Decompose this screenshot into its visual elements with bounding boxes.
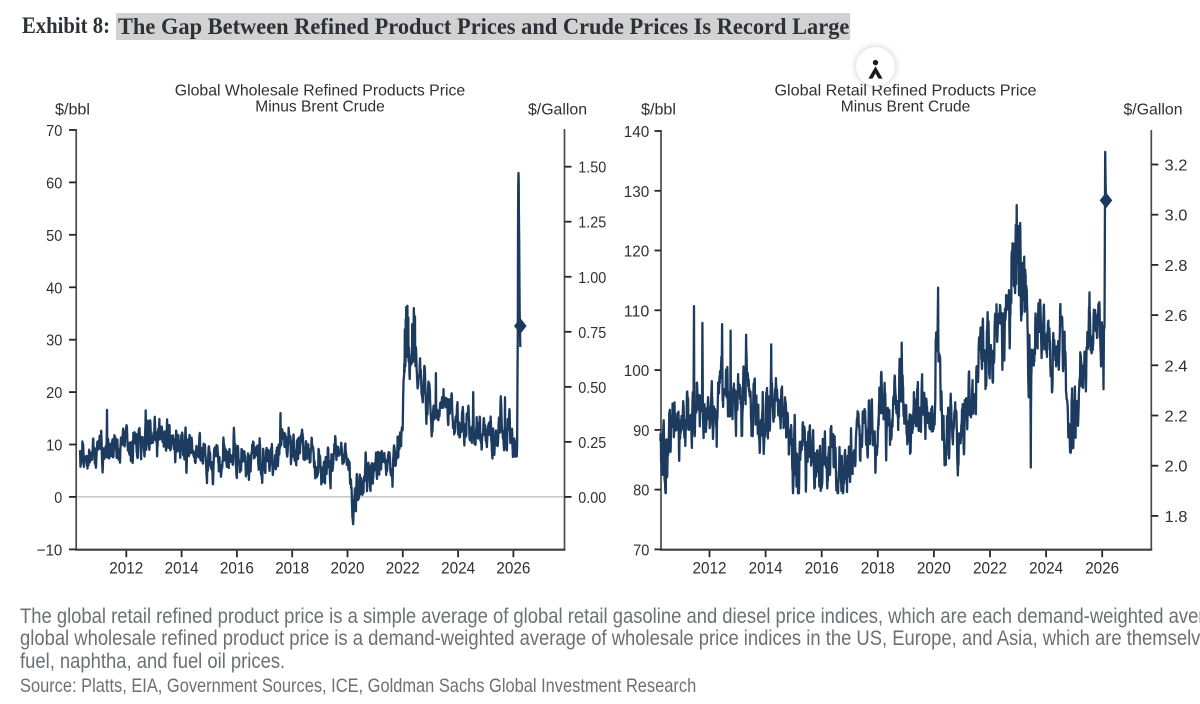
svg-text:2026: 2026 [496,559,530,578]
svg-text:2014: 2014 [749,559,783,578]
svg-text:40: 40 [46,280,62,297]
svg-text:$/bbl: $/bbl [641,102,676,119]
svg-text:2.6: 2.6 [1165,308,1188,325]
svg-text:1.50: 1.50 [578,160,606,177]
svg-text:2.0: 2.0 [1165,459,1188,476]
svg-text:100: 100 [624,363,650,380]
svg-text:$/Gallon: $/Gallon [528,102,587,119]
svg-text:2020: 2020 [331,559,365,578]
svg-text:120: 120 [624,244,650,261]
svg-text:0.00: 0.00 [578,490,606,507]
svg-text:90: 90 [633,423,649,440]
svg-text:Global Retail Refined Products: Global Retail Refined Products Price [775,83,1037,100]
svg-text:1.00: 1.00 [578,270,606,287]
svg-text:$/bbl: $/bbl [55,102,90,119]
svg-text:130: 130 [624,184,650,201]
svg-text:1.8: 1.8 [1165,509,1188,526]
svg-text:1.25: 1.25 [578,215,606,232]
svg-text:2.2: 2.2 [1165,409,1188,426]
svg-text:Minus Brent Crude: Minus Brent Crude [255,99,385,116]
svg-text:140: 140 [624,124,650,141]
svg-text:80: 80 [633,483,649,500]
svg-text:110: 110 [624,303,650,320]
svg-text:Global Wholesale Refined Produ: Global Wholesale Refined Products Price [175,83,466,100]
svg-text:2018: 2018 [275,559,309,578]
svg-text:2014: 2014 [165,559,199,578]
svg-text:2016: 2016 [805,559,839,578]
svg-text:70: 70 [633,542,649,559]
svg-text:2.4: 2.4 [1165,358,1188,375]
svg-text:20: 20 [46,385,62,402]
svg-text:2024: 2024 [441,559,475,578]
svg-text:0: 0 [54,490,62,507]
svg-text:3.0: 3.0 [1165,208,1188,225]
svg-text:2020: 2020 [917,559,951,578]
svg-text:0.50: 0.50 [578,380,606,397]
svg-text:2022: 2022 [973,559,1007,578]
svg-text:2022: 2022 [386,559,420,578]
svg-text:30: 30 [46,333,62,350]
svg-text:2026: 2026 [1085,559,1119,578]
svg-text:2012: 2012 [109,559,143,578]
svg-text:10: 10 [46,438,62,455]
svg-text:2018: 2018 [861,559,895,578]
svg-text:50: 50 [46,228,62,245]
svg-text:2016: 2016 [220,559,254,578]
svg-text:2012: 2012 [693,559,727,578]
svg-text:Minus Brent Crude: Minus Brent Crude [841,99,971,116]
svg-text:$/Gallon: $/Gallon [1124,102,1183,119]
svg-text:0.75: 0.75 [578,325,606,342]
svg-text:2024: 2024 [1029,559,1063,578]
svg-text:0.25: 0.25 [578,435,606,452]
svg-text:2.8: 2.8 [1165,258,1188,275]
svg-text:60: 60 [46,175,62,192]
svg-text:3.2: 3.2 [1165,158,1188,175]
svg-text:−10: −10 [37,542,63,559]
svg-text:70: 70 [46,123,62,140]
